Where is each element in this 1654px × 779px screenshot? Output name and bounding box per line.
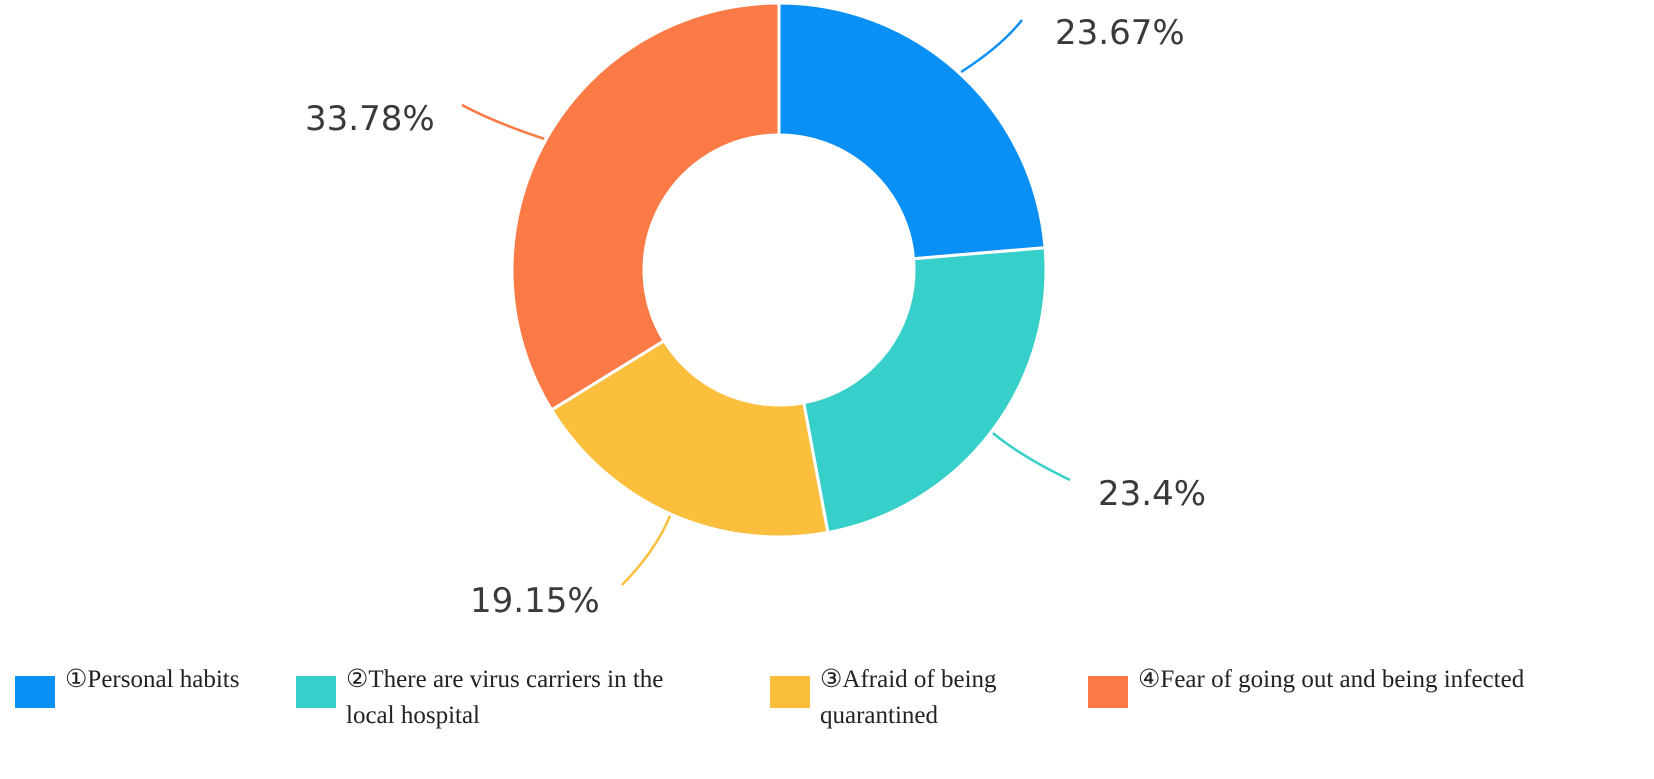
legend-label: ④Fear of going out and being infected: [1138, 662, 1524, 698]
slice-personal-habits[interactable]: [777, 1, 1047, 261]
leader-line: [960, 19, 1023, 74]
legend: ①Personal habits ②There are virus carrie…: [0, 650, 1654, 770]
legend-label: ③Afraid of being quarantined: [820, 662, 997, 734]
leader-line: [461, 103, 545, 140]
legend-label-line: quarantined: [820, 702, 939, 729]
legend-swatch: [296, 676, 336, 708]
donut-chart: 23.67% 23.4% 19.15% 33.78%: [305, 1, 1206, 621]
legend-label: ①Personal habits: [65, 662, 239, 698]
legend-swatch: [1088, 676, 1128, 708]
leader-line: [621, 515, 672, 586]
slice-fear-going-out[interactable]: [510, 1, 781, 413]
value-label: 23.4%: [1098, 474, 1206, 514]
value-label: 23.67%: [1055, 13, 1185, 53]
value-label: 33.78%: [305, 99, 435, 139]
legend-label-line: ④Fear of going out and being infected: [1138, 666, 1525, 693]
legend-label-line: ③Afraid of being: [820, 666, 997, 693]
leader-line: [992, 432, 1071, 482]
legend-item-virus-carriers[interactable]: ②There are virus carriers in the local h…: [296, 662, 663, 734]
legend-label-line: ①Personal habits: [65, 666, 240, 693]
slice-quarantined[interactable]: [549, 338, 830, 539]
legend-label-line: local hospital: [346, 702, 480, 729]
slice-virus-carriers[interactable]: [801, 246, 1048, 535]
legend-swatch: [15, 676, 55, 708]
value-label: 19.15%: [470, 581, 600, 621]
legend-label: ②There are virus carriers in the local h…: [346, 662, 663, 734]
legend-item-personal-habits[interactable]: ①Personal habits: [15, 662, 239, 708]
legend-item-quarantined[interactable]: ③Afraid of being quarantined: [770, 662, 997, 734]
legend-swatch: [770, 676, 810, 708]
legend-item-fear-going-out[interactable]: ④Fear of going out and being infected: [1088, 662, 1524, 708]
legend-label-line: ②There are virus carriers in the: [346, 666, 664, 693]
